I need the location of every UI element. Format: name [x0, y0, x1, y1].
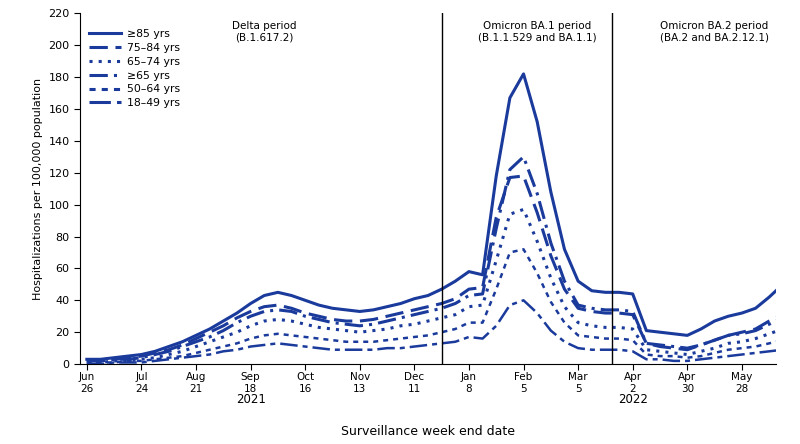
Legend: ≥85 yrs, 75–84 yrs, 65–74 yrs, ≥65 yrs, 50–64 yrs, 18–49 yrs: ≥85 yrs, 75–84 yrs, 65–74 yrs, ≥65 yrs, … — [89, 29, 180, 108]
Y-axis label: Hospitalizations per 100,000 population: Hospitalizations per 100,000 population — [33, 78, 42, 300]
Text: 2022: 2022 — [618, 393, 648, 406]
Text: Delta period
(B.1.617.2): Delta period (B.1.617.2) — [232, 21, 297, 43]
X-axis label: Surveillance week end date: Surveillance week end date — [341, 424, 515, 438]
Text: 2021: 2021 — [236, 393, 266, 406]
Text: Omicron BA.1 period
(B.1.1.529 and BA.1.1): Omicron BA.1 period (B.1.1.529 and BA.1.… — [478, 21, 597, 43]
Text: Omicron BA.2 period
(BA.2 and BA.2.12.1): Omicron BA.2 period (BA.2 and BA.2.12.1) — [660, 21, 769, 43]
